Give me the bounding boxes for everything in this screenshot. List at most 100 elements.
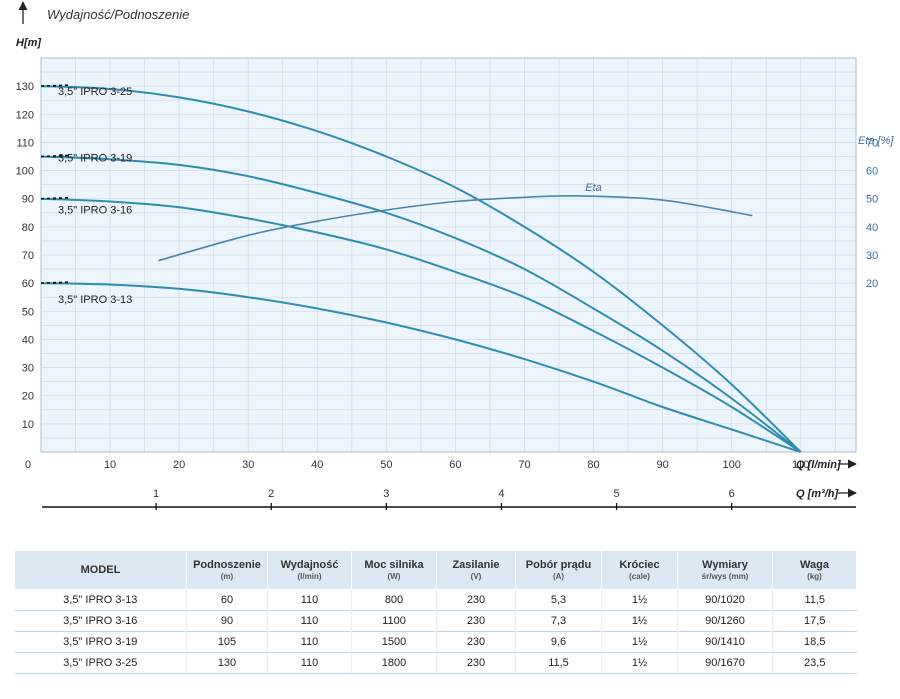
- plot-border: [40, 57, 857, 453]
- shutoff-dash: [40, 84, 70, 87]
- y-tick-label: 120: [16, 109, 34, 121]
- x2-tick-label: 2: [268, 488, 274, 500]
- cell-model: 3,5" IPRO 3-16: [14, 610, 187, 632]
- cell: 7,3: [515, 610, 602, 632]
- cell: 11,5: [515, 652, 602, 674]
- x2-tick-label: 1: [153, 488, 159, 500]
- col-header: Podnoszenie (m): [186, 550, 268, 590]
- y-tick-label: 80: [22, 222, 34, 234]
- spec-table: MODEL Podnoszenie (m) Wydajność (l/min) Mo…: [14, 550, 857, 674]
- shutoff-dash: [40, 196, 70, 200]
- cell: 130: [186, 652, 268, 674]
- y2-tick-label: 50: [866, 194, 878, 206]
- cell: 11,5: [772, 589, 857, 611]
- y-tick-label: 10: [22, 419, 34, 431]
- cell: 1800: [351, 652, 437, 674]
- y2-tick-label: 70: [866, 137, 878, 149]
- y2-axis-label: Eta [%]: [858, 135, 894, 147]
- y2-tick-label: 20: [866, 278, 878, 290]
- x-tick-label: 70: [518, 459, 530, 471]
- cell-model: 3,5" IPRO 3-13: [14, 589, 187, 611]
- y-tick-label: 30: [22, 363, 34, 375]
- col-header: Pobór prądu (A): [515, 550, 602, 590]
- cell: 23,5: [772, 652, 857, 674]
- x-tick-label: 30: [242, 459, 254, 471]
- curve-label: 3,5" IPRO 3-19: [58, 153, 132, 165]
- x-tick-label: 60: [449, 459, 461, 471]
- axes: Wydajność/PodnoszenieH[m]102030405060708…: [16, 1, 894, 510]
- col-header: Wydajność (l/min): [267, 550, 352, 590]
- curve-label: 3,5" IPRO 3-13: [58, 294, 132, 306]
- y2-tick-label: 30: [866, 250, 878, 262]
- y-tick-label: 130: [16, 81, 34, 93]
- y-tick-label: 50: [22, 306, 34, 318]
- series-line: [40, 155, 802, 453]
- table-row: 3,5" IPRO 3-19 105 110 1500 230 9,6 1½ 9…: [14, 631, 857, 653]
- cell: 90: [186, 610, 268, 632]
- cell: 18,5: [772, 631, 857, 653]
- col-header: Króciec (cale): [601, 550, 678, 590]
- table-header-row: MODEL Podnoszenie (m) Wydajność (l/min) Mo…: [14, 550, 857, 590]
- cell: 1½: [601, 652, 678, 674]
- curve-label: 3,5" IPRO 3-16: [58, 205, 132, 217]
- cell: 90/1670: [677, 652, 773, 674]
- cell: 105: [186, 631, 268, 653]
- x2-axis-label: Q [m³/h]: [796, 488, 838, 500]
- x-tick-label: 100: [722, 459, 740, 471]
- y-tick-label: 70: [22, 250, 34, 262]
- y-tick-label: 60: [22, 278, 34, 290]
- cell: 1500: [351, 631, 437, 653]
- cell: 17,5: [772, 610, 857, 632]
- cell: 1½: [601, 589, 678, 611]
- cell: 1½: [601, 610, 678, 632]
- y-tick-label: 100: [16, 166, 34, 178]
- y-tick-label: 110: [16, 137, 34, 149]
- pump-performance-chart: 3,5" IPRO 3-25 3,5" IPRO 3-19 3,5" IPRO 3-…: [16, 1, 894, 510]
- col-header: Wymiary śr/wys (mm): [677, 550, 773, 590]
- y-axis-label: H[m]: [16, 37, 41, 49]
- cell: 800: [351, 589, 437, 611]
- y-tick-label: 90: [22, 194, 34, 206]
- cell: 110: [267, 610, 352, 632]
- table-row: 3,5" IPRO 3-25 130 110 1800 230 11,5 1½ …: [14, 652, 857, 674]
- cell: 230: [436, 610, 516, 632]
- cell: 9,6: [515, 631, 602, 653]
- y2-tick-label: 40: [866, 222, 878, 234]
- labels: 3,5" IPRO 3-25 3,5" IPRO 3-19 3,5" IPRO 3-…: [58, 86, 602, 306]
- y-tick-label: 40: [22, 334, 34, 346]
- cell: 90/1260: [677, 610, 773, 632]
- cell: 5,3: [515, 589, 602, 611]
- x2-tick-label: 5: [614, 488, 620, 500]
- shutoff-dash: [40, 154, 70, 158]
- x2-tick-label: 4: [498, 488, 504, 500]
- chart-title: Wydajność/Podnoszenie: [47, 7, 189, 22]
- series-line: [40, 197, 802, 453]
- cell: 1100: [351, 610, 437, 632]
- table-row: 3,5" IPRO 3-16 90 110 1100 230 7,3 1½ 90…: [14, 610, 857, 632]
- x-tick-label: 50: [380, 459, 392, 471]
- eta-label: Eta: [585, 182, 602, 194]
- series-line: [40, 282, 802, 453]
- table-row: 3,5" IPRO 3-13 60 110 800 230 5,3 1½ 90/…: [14, 589, 857, 611]
- cell: 110: [267, 589, 352, 611]
- cell-model: 3,5" IPRO 3-25: [14, 652, 187, 674]
- cell: 1½: [601, 631, 678, 653]
- cell: 230: [436, 589, 516, 611]
- x2-tick-label: 3: [383, 488, 389, 500]
- col-header: Zasilanie (V): [436, 550, 516, 590]
- y-tick-label: 20: [22, 391, 34, 403]
- x-tick-label: 10: [104, 459, 116, 471]
- eta-line: [158, 194, 753, 262]
- x-tick-label: 40: [311, 459, 323, 471]
- col-header: MODEL: [14, 550, 187, 590]
- cell: 90/1020: [677, 589, 773, 611]
- cell: 110: [267, 631, 352, 653]
- cell: 230: [436, 631, 516, 653]
- x-tick-label: 110: [792, 459, 810, 471]
- x-tick-label: 0: [25, 459, 31, 471]
- cell: 110: [267, 652, 352, 674]
- col-header: Moc silnika (W): [351, 550, 437, 590]
- cell: 90/1410: [677, 631, 773, 653]
- cell: 60: [186, 589, 268, 611]
- col-header: Waga (kg): [772, 550, 857, 590]
